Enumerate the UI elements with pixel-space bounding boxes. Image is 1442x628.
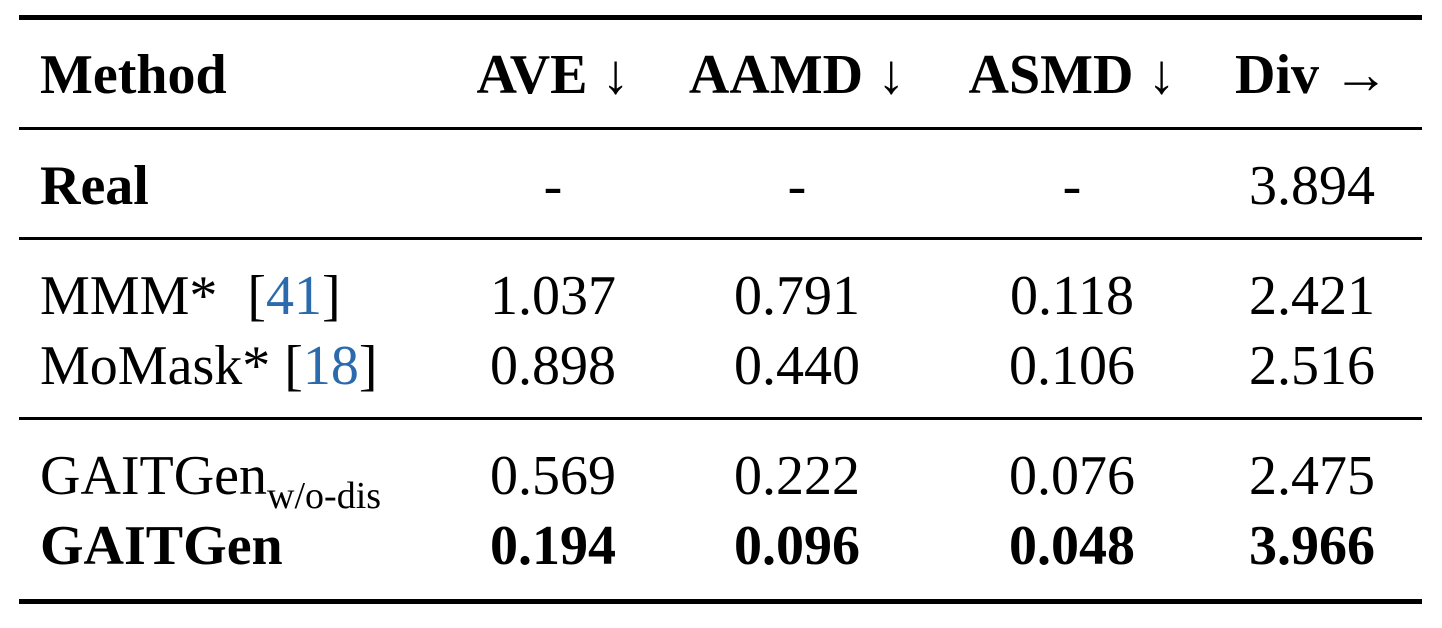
ave-cell: 0.898 — [490, 335, 616, 397]
ave-cell: 1.037 — [490, 265, 616, 327]
bottom-rule — [19, 599, 1422, 604]
baseline-group-rule — [19, 417, 1422, 420]
div-cell: 2.475 — [1249, 445, 1375, 507]
citation-open: [ — [284, 335, 303, 397]
div-cell: 3.966 — [1249, 515, 1375, 577]
asmd-cell: - — [1062, 155, 1082, 217]
citation-close: ] — [322, 265, 341, 327]
aamd-cell: 0.791 — [734, 265, 860, 327]
aamd-cell: 0.222 — [734, 445, 860, 507]
ave-cell: 0.569 — [490, 445, 616, 507]
header-aamd: AAMD ↓ — [688, 44, 906, 106]
method-cell: MoMask* [18] — [40, 338, 378, 394]
citation-link[interactable]: 18 — [302, 335, 359, 397]
header-ave: AVE ↓ — [476, 44, 630, 106]
real-row-rule — [19, 237, 1422, 240]
method-cell: GAITGenw/o-dis — [40, 445, 381, 515]
citation-close: ] — [358, 335, 378, 397]
method-cell: MMM* [41] — [40, 268, 341, 324]
ave-cell: 0.194 — [490, 515, 616, 577]
method-name: MoMask* — [40, 335, 271, 397]
citation-link[interactable]: 41 — [266, 265, 323, 327]
asmd-cell: 0.076 — [1009, 445, 1135, 507]
method-name: GAITGen — [40, 445, 268, 507]
header-rule — [19, 127, 1422, 130]
aamd-cell: - — [787, 155, 807, 217]
ave-cell: - — [543, 155, 563, 217]
header-div: Div → — [1235, 44, 1389, 106]
method-cell: GAITGen — [40, 515, 283, 577]
header-asmd: ASMD ↓ — [968, 44, 1176, 106]
aamd-cell: 0.440 — [734, 335, 860, 397]
top-rule — [19, 15, 1422, 20]
citation-open: [ — [247, 265, 267, 327]
method-subscript: w/o-dis — [267, 475, 382, 517]
header-method: Method — [40, 44, 227, 106]
asmd-cell: 0.118 — [1010, 265, 1134, 327]
method-cell: Real — [40, 155, 149, 217]
asmd-cell: 0.106 — [1009, 335, 1135, 397]
method-name: MMM* — [40, 265, 218, 327]
div-cell: 3.894 — [1249, 155, 1375, 217]
aamd-cell: 0.096 — [734, 515, 860, 577]
div-cell: 2.421 — [1249, 265, 1375, 327]
div-cell: 2.516 — [1249, 335, 1375, 397]
asmd-cell: 0.048 — [1009, 515, 1135, 577]
